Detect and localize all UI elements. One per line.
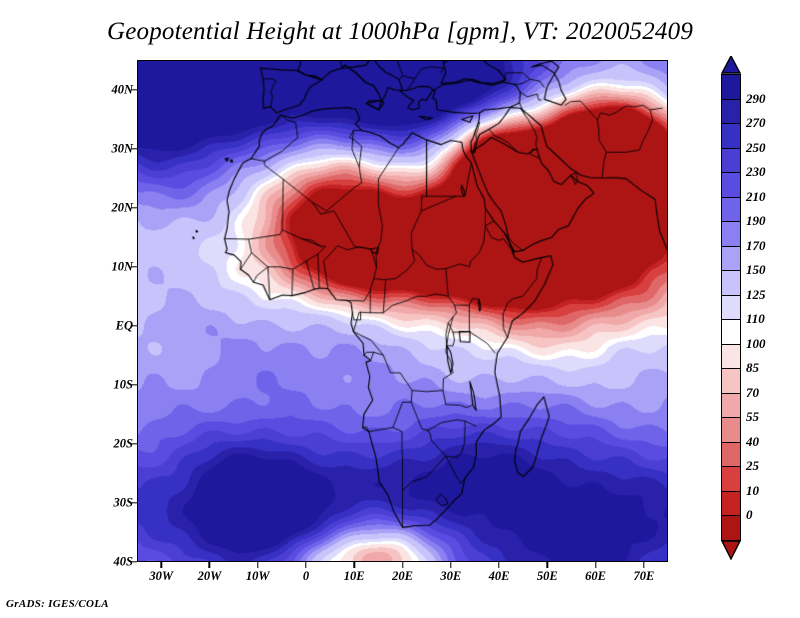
colorbar-tick-label: 0: [746, 507, 753, 523]
x-axis-tick: [401, 562, 404, 568]
colorbar-segment: [721, 294, 741, 321]
x-axis-label: 0: [302, 569, 310, 583]
colorbar-tick-label: 55: [746, 409, 759, 425]
y-axis-label: 10N: [111, 259, 133, 274]
colorbar-tick-label: 210: [746, 188, 766, 204]
y-axis-tick: [131, 88, 137, 91]
x-axis-labels: 30W 20W 10W 0 10E 20E 30E 40E 50E 60E 70E: [137, 562, 668, 592]
y-axis-tick: [131, 443, 137, 445]
colorbar-tick-label: 100: [746, 335, 766, 351]
colorbar-segment: [721, 245, 741, 272]
colorbar-tick-label: 70: [746, 384, 759, 400]
y-axis-tick: [131, 384, 137, 386]
colorbar-segment: [721, 123, 741, 149]
x-axis-label: 10W: [245, 569, 270, 583]
colorbar-segment: [721, 368, 741, 395]
x-axis-label: 60E: [585, 569, 606, 583]
footer-credit: GrADS: IGES/COLA: [6, 598, 109, 610]
y-axis-labels: 40N 30N 20N 10N EQ 10S 20S 30S 40S: [88, 60, 133, 568]
colorbar-segment: [721, 343, 741, 370]
x-axis-label: 70E: [633, 569, 655, 583]
colorbar-segment: [721, 196, 741, 223]
y-axis-tick: [131, 325, 137, 327]
colorbar-tick-label: 25: [746, 458, 759, 474]
geopotential-height-heatmap: [138, 61, 667, 561]
x-axis-label: 40E: [488, 569, 510, 583]
colorbar-segment: [721, 147, 741, 174]
y-axis-tick: [131, 206, 137, 209]
colorbar-tick-label: 125: [746, 286, 766, 302]
y-axis-tick: [131, 266, 137, 268]
colorbar-tick-label: 170: [746, 237, 766, 253]
colorbar-segment: [721, 221, 741, 247]
y-axis-tick: [131, 502, 137, 504]
x-axis-tick: [160, 562, 162, 568]
colorbar-cap-top: [720, 54, 742, 74]
colorbar-tick-label: 85: [746, 360, 759, 376]
x-axis-tick: [498, 562, 500, 568]
colorbar-segment: [721, 74, 741, 100]
x-axis-label: 10E: [343, 569, 365, 583]
colorbar: [720, 54, 742, 561]
y-axis-tick: [131, 561, 137, 563]
colorbar-segment: [721, 417, 741, 444]
y-axis-label: 20N: [111, 200, 133, 215]
colorbar-tick-label: 250: [746, 139, 766, 155]
colorbar-tick-label: 290: [746, 90, 766, 106]
y-axis-label: 30S: [113, 495, 133, 510]
x-axis-tick: [256, 562, 259, 568]
colorbar-segment: [721, 270, 741, 296]
colorbar-tick-label: 110: [746, 311, 765, 327]
x-axis-tick: [594, 562, 597, 568]
y-axis-tick: [131, 147, 137, 150]
y-axis-label: 40S: [113, 554, 133, 569]
y-axis-label: EQ: [115, 318, 133, 333]
colorbar-segment: [721, 490, 741, 517]
y-axis-label: 20S: [113, 436, 133, 451]
colorbar-tick-label: 230: [746, 164, 766, 180]
x-axis-tick: [450, 562, 452, 568]
colorbar-segment: [721, 98, 741, 125]
y-axis-label: 40N: [111, 82, 133, 97]
map-plot-area: [137, 60, 668, 562]
x-axis-tick: [643, 562, 645, 568]
x-axis-label: 30E: [440, 569, 462, 583]
x-axis-label: 20E: [392, 569, 413, 583]
colorbar-tick-label: 10: [746, 482, 759, 498]
y-axis-label: 10S: [113, 377, 133, 392]
colorbar-segment: [721, 441, 741, 468]
colorbar-segment: [721, 392, 741, 419]
colorbar-segment: [721, 515, 741, 542]
x-axis-label: 30W: [149, 569, 173, 583]
colorbar-segment: [721, 319, 741, 345]
colorbar-tick-label: 190: [746, 213, 766, 229]
colorbar-segment: [721, 466, 741, 493]
colorbar-tick-label: 40: [746, 433, 759, 449]
x-axis-tick: [353, 562, 355, 568]
y-axis-label: 30N: [111, 141, 133, 156]
colorbar-segment: [721, 172, 741, 198]
colorbar-tick-label: 150: [746, 262, 766, 278]
colorbar-cap-bottom: [720, 540, 742, 561]
x-axis-label: 50E: [536, 569, 558, 583]
colorbar-tick-label: 270: [746, 115, 766, 131]
page-title: Geopotential Height at 1000hPa [gpm], VT…: [106, 18, 694, 45]
x-axis-tick: [208, 562, 211, 568]
x-axis-tick: [546, 562, 549, 568]
x-axis-tick: [305, 562, 307, 568]
x-axis-label: 20W: [197, 569, 222, 583]
